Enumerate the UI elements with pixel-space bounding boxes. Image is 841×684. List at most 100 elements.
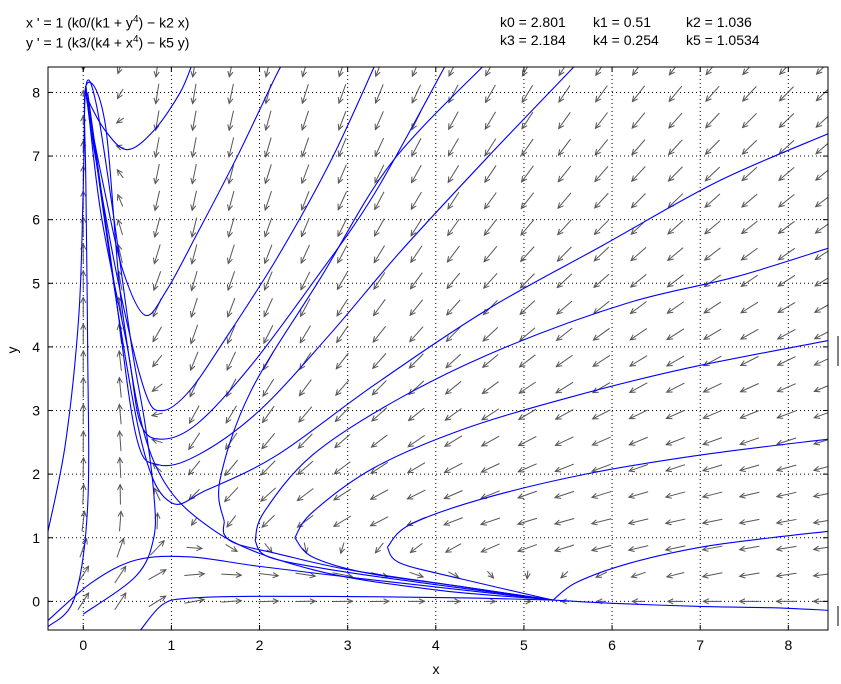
direction-arrow: [116, 376, 123, 398]
direction-arrow: [152, 244, 161, 265]
direction-arrow: [812, 572, 828, 579]
direction-arrow: [370, 434, 388, 448]
direction-arrow: [153, 67, 160, 79]
direction-arrow: [410, 191, 422, 211]
direction-arrow: [336, 271, 348, 291]
direction-arrow: [80, 323, 87, 345]
direction-arrow: [631, 139, 646, 156]
trajectory-10: [218, 67, 484, 522]
direction-arrow: [184, 571, 206, 578]
direction-arrow: [337, 110, 347, 131]
direction-arrow: [704, 139, 720, 156]
direction-arrow: [813, 385, 828, 393]
direction-arrow: [443, 462, 463, 473]
direction-arrow: [701, 572, 723, 579]
x-tick-label: 4: [432, 637, 440, 653]
direction-arrow: [263, 164, 272, 185]
param-k3: k3 = 2.184: [500, 32, 566, 48]
direction-arrow: [264, 137, 272, 158]
direction-arrow: [300, 244, 310, 265]
direction-arrow: [117, 510, 124, 532]
y-tick-label: 0: [32, 593, 40, 609]
direction-arrow: [260, 487, 277, 502]
direction-arrow: [190, 217, 198, 239]
direction-arrow: [517, 408, 537, 421]
direction-arrow: [776, 410, 797, 419]
direction-arrow: [594, 571, 608, 578]
direction-arrow: [226, 378, 237, 398]
direction-arrow: [558, 67, 566, 77]
direction-arrow: [227, 190, 235, 212]
direction-arrow: [558, 111, 571, 130]
direction-arrow: [153, 110, 160, 132]
direction-arrow: [336, 298, 349, 317]
direction-arrow: [481, 381, 499, 395]
direction-arrow: [408, 598, 426, 605]
direction-arrow: [80, 510, 87, 532]
direction-arrow: [480, 435, 500, 447]
trajectories: [48, 67, 828, 630]
direction-arrow: [631, 85, 646, 103]
x-tick-label: 0: [79, 637, 87, 653]
direction-arrow: [153, 190, 161, 212]
direction-arrow: [189, 297, 198, 319]
direction-arrow: [221, 571, 243, 578]
direction-arrow: [664, 491, 686, 499]
direction-arrow: [409, 571, 425, 579]
direction-arrow: [80, 349, 87, 371]
direction-arrow: [226, 351, 236, 372]
direction-arrow: [336, 325, 349, 344]
direction-arrow: [374, 111, 384, 131]
direction-arrow: [445, 299, 461, 316]
direction-arrow: [629, 301, 647, 315]
direction-arrow: [184, 597, 206, 604]
direction-arrow: [556, 219, 572, 236]
trajectory-16: [386, 438, 828, 548]
direction-arrow: [702, 328, 722, 340]
direction-arrow: [813, 331, 828, 340]
direction-arrow: [332, 488, 352, 501]
trajectory-15: [386, 546, 554, 601]
direction-arrow: [221, 597, 243, 605]
direction-arrow: [372, 326, 386, 343]
direction-arrow: [815, 142, 828, 155]
direction-arrow: [775, 545, 797, 552]
direction-arrow: [814, 223, 828, 234]
direction-arrow: [332, 515, 352, 528]
y-tick-label: 5: [32, 275, 40, 291]
direction-arrow: [114, 565, 127, 584]
direction-arrow: [410, 218, 423, 237]
direction-arrow: [226, 271, 236, 292]
direction-arrow: [482, 272, 498, 290]
direction-arrow: [521, 84, 534, 104]
direction-arrow: [186, 545, 204, 552]
direction-arrow: [337, 164, 347, 185]
direction-arrow: [448, 111, 459, 131]
trajectory-19: [140, 595, 554, 630]
direction-arrow: [190, 271, 198, 292]
direction-arrow: [373, 218, 385, 238]
direction-arrow: [553, 518, 575, 526]
direction-arrow: [594, 139, 609, 156]
direction-arrow: [444, 408, 462, 421]
direction-arrow: [114, 592, 127, 610]
direction-arrow: [339, 542, 346, 555]
direction-arrow: [557, 165, 572, 183]
direction-arrow: [630, 166, 646, 183]
direction-arrow: [374, 137, 385, 158]
direction-arrow: [295, 598, 317, 605]
direction-arrow: [595, 67, 603, 77]
direction-arrow: [666, 247, 684, 262]
direction-arrow: [778, 67, 788, 76]
direction-arrow: [594, 165, 609, 183]
direction-arrow: [775, 464, 797, 472]
direction-arrow: [226, 515, 237, 528]
x-tick-label: 3: [344, 637, 352, 653]
axis-ticks: 0 1 2 3 4 5 6 7 8 0 1 2 3 4 5 6 7 8: [32, 67, 828, 653]
direction-arrow: [814, 169, 828, 181]
direction-arrow: [295, 572, 317, 579]
direction-arrow: [153, 217, 161, 239]
direction-arrow: [261, 514, 275, 529]
direction-arrow: [741, 166, 758, 182]
direction-arrow: [592, 327, 610, 341]
